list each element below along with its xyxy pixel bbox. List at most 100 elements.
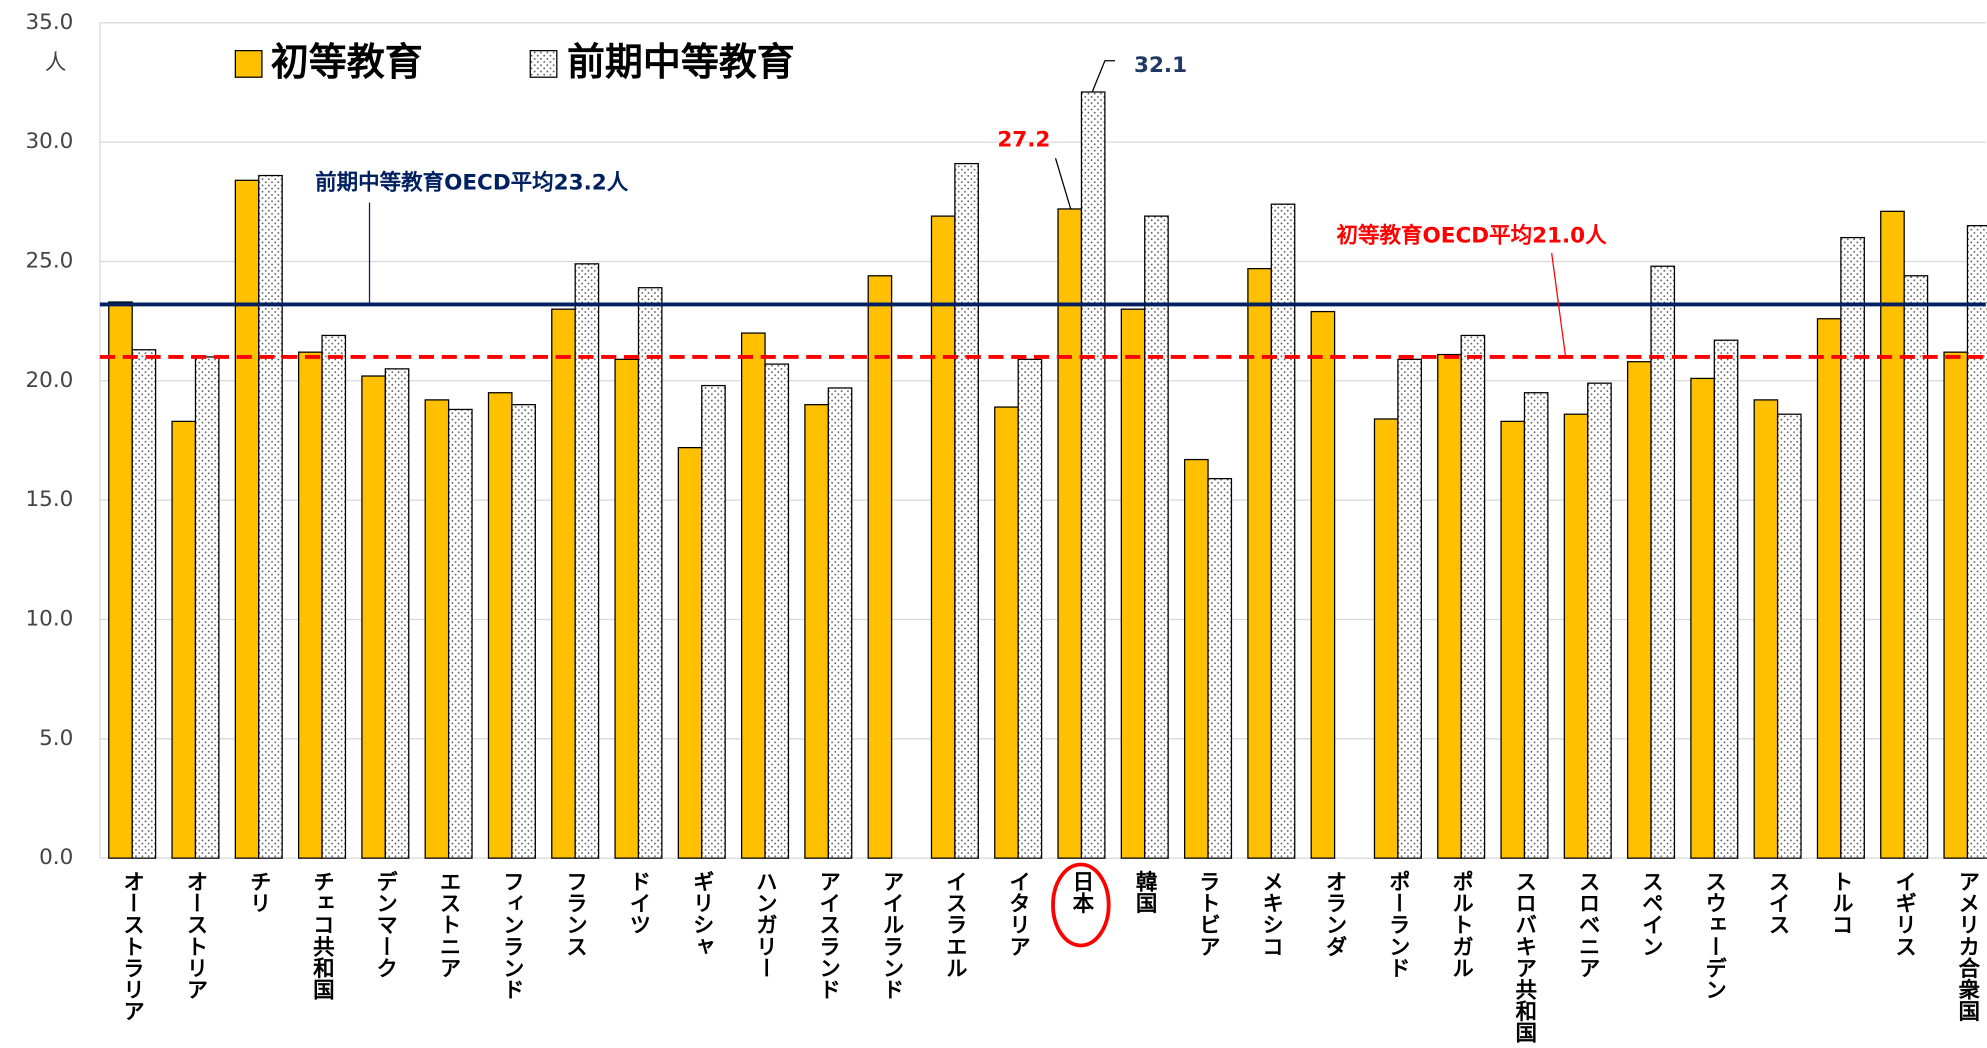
x-tick-label: 韓国 [1132, 870, 1157, 916]
x-tick-label: スロベニア [1575, 871, 1600, 979]
bar [1563, 413, 1589, 859]
x-tick-label: メキシコ [1259, 871, 1284, 957]
bar [297, 351, 323, 859]
bar [1373, 418, 1399, 859]
x-tick-label: ポルトガル [1449, 871, 1474, 979]
bar [487, 392, 513, 859]
bar [384, 368, 410, 859]
x-tick-label: フィンランド [499, 871, 524, 1000]
y-tick-label: 20.0 [25, 368, 73, 393]
bar [637, 287, 663, 859]
x-tick-label: イスラエル [942, 871, 967, 979]
x-tick-label: ポーランド [1385, 871, 1410, 979]
y-tick-label: 5.0 [39, 726, 73, 751]
legend-label: 前期中等教育 [567, 40, 795, 84]
bar [1943, 351, 1969, 859]
bar [194, 356, 220, 859]
x-tick-label: ドイツ [626, 871, 651, 936]
bar [804, 404, 829, 859]
bar [1690, 377, 1715, 859]
data-label: 27.2 [997, 127, 1050, 152]
x-tick-label: チリ [246, 871, 271, 914]
bar [1437, 353, 1462, 859]
bar [258, 174, 283, 859]
bar [677, 446, 703, 859]
bar [1397, 358, 1422, 859]
highlight-circle [1051, 862, 1111, 948]
bar [1840, 236, 1865, 859]
bar [1310, 310, 1336, 859]
bar [1017, 358, 1043, 859]
bar [1650, 265, 1676, 859]
x-tick-label: アイルランド [879, 871, 904, 1000]
x-tick-label: アメリカ合衆国 [1955, 871, 1980, 1023]
bar [1776, 413, 1802, 859]
bar [1207, 478, 1233, 859]
x-tick-label: スイス [1765, 871, 1790, 936]
bar [551, 308, 576, 859]
leader-line [1054, 158, 1072, 210]
bar [424, 399, 450, 859]
y-tick-label: 25.0 [25, 248, 73, 273]
x-tick-label: ハンガリー [752, 871, 777, 979]
y-tick-label: 0.0 [39, 845, 73, 870]
bar [1966, 225, 1987, 859]
bar [447, 408, 473, 859]
bar [930, 215, 956, 859]
y-tick-label: 15.0 [25, 487, 73, 512]
x-tick-label: 日本 [1069, 871, 1094, 914]
bar [827, 387, 853, 859]
x-tick-label: ラトビア [1195, 871, 1220, 957]
x-tick-label: オランダ [1322, 871, 1347, 957]
bar [131, 349, 157, 859]
bar [574, 263, 600, 859]
reference-label: 前期中等教育OECD平均23.2人 [315, 170, 629, 196]
bar [1587, 382, 1612, 859]
x-tick-label: デンマーク [373, 870, 398, 979]
x-tick-label: トルコ [1828, 871, 1853, 936]
bar [1523, 392, 1549, 859]
bar [108, 301, 133, 859]
bar [1183, 458, 1209, 859]
bar [361, 375, 386, 859]
x-tick-label: スウェーデン [1702, 871, 1727, 1000]
x-tick-label: チェコ共和国 [309, 871, 334, 1001]
bar [764, 363, 790, 859]
reference-label: 初等教育OECD平均21.0人 [1337, 223, 1608, 249]
bar [234, 179, 260, 859]
bar [1120, 308, 1146, 859]
leader-line [1091, 60, 1116, 93]
x-tick-label: イギリス [1892, 871, 1917, 957]
y-tick-label: 10.0 [25, 606, 73, 631]
bar [1460, 334, 1486, 859]
legend-swatch [234, 49, 263, 78]
x-tick-label: スペイン [1638, 871, 1663, 957]
bar [321, 334, 347, 859]
data-label: 32.1 [1134, 53, 1187, 78]
bar [1753, 399, 1779, 859]
bar [1713, 339, 1739, 859]
x-tick-label: オーストラリア [120, 871, 145, 1022]
bar [1500, 420, 1526, 859]
y-tick-label: 35.0 [25, 10, 73, 35]
x-tick-label: ギリシャ [689, 871, 714, 957]
x-tick-label: アイスランド [816, 871, 841, 1000]
legend-swatch [529, 49, 558, 78]
bar [1626, 361, 1652, 859]
bar [1057, 208, 1083, 859]
leader-line [1551, 253, 1567, 358]
bar [740, 332, 766, 859]
y-tick-label: 30.0 [25, 129, 73, 154]
bar [1903, 275, 1929, 859]
bar [1880, 210, 1905, 859]
legend-label: 初等教育 [271, 40, 423, 84]
bar [994, 406, 1019, 859]
x-tick-label: フランス [563, 871, 588, 957]
bar [1270, 203, 1296, 859]
y-unit: 人 [45, 50, 67, 75]
x-tick-label: オーストリア [183, 871, 208, 1000]
bar [614, 358, 640, 859]
bar [171, 420, 197, 859]
bar [1816, 318, 1842, 859]
